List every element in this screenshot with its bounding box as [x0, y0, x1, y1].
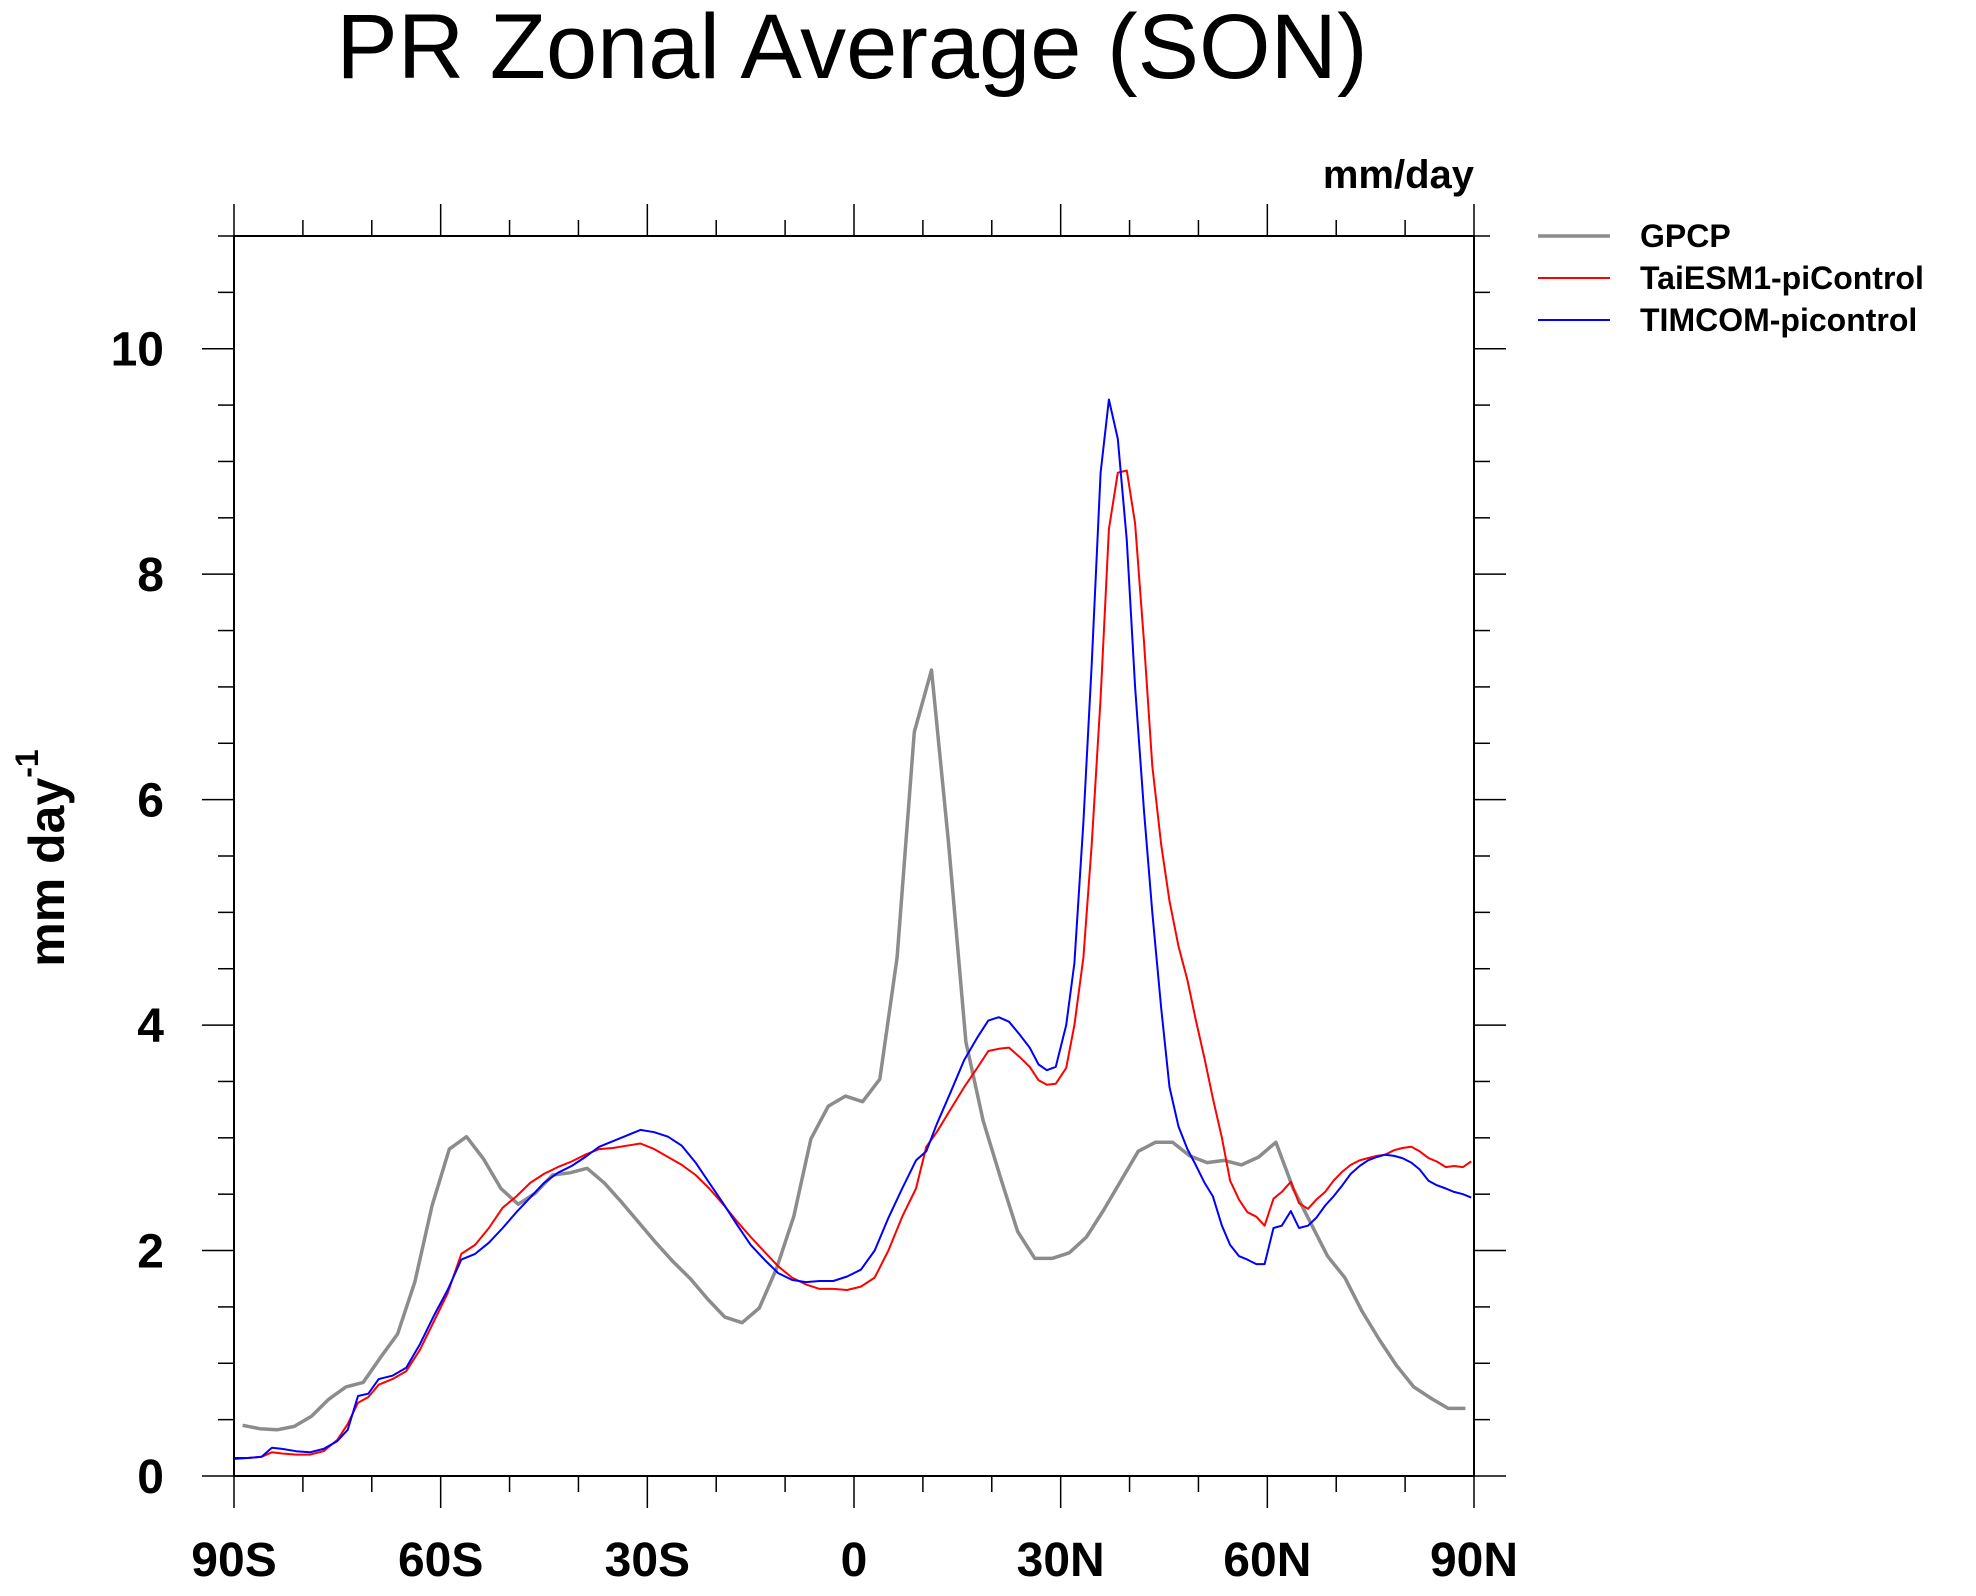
- units-label: mm/day: [1323, 153, 1475, 197]
- x-tick-label: 30N: [1017, 1534, 1105, 1587]
- y-tick-label: 2: [137, 1226, 164, 1279]
- y-tick-label: 4: [137, 1000, 164, 1053]
- legend: GPCP TaiESM1-piControl TIMCOM-picontrol: [1538, 218, 1924, 338]
- axis-ticks: [202, 204, 1506, 1508]
- y-tick-label: 0: [137, 1451, 164, 1504]
- series-layer: [233, 398, 1472, 1461]
- y-tick-label: 8: [137, 549, 164, 602]
- x-tick-label: 30S: [605, 1534, 690, 1587]
- series-line-timcom-picontrol: [234, 398, 1472, 1459]
- y-tick-label: 10: [111, 324, 164, 377]
- x-tick-label: 90S: [191, 1534, 276, 1587]
- y-axis-label-base: mm day: [19, 778, 75, 967]
- legend-entry-label: TIMCOM-picontrol: [1640, 302, 1917, 338]
- y-tick-label: 6: [137, 775, 164, 828]
- y-axis-label: mm day-1: [9, 749, 75, 966]
- x-tick-label: 60N: [1223, 1534, 1311, 1587]
- tick-labels: 90S 60S 30S 0 30N 60N 90N 0 2 4 6 8 10: [111, 324, 1518, 1587]
- x-tick-label: 60S: [398, 1534, 483, 1587]
- chart-title: PR Zonal Average (SON): [336, 0, 1367, 98]
- y-axis-label-exponent: -1: [9, 749, 45, 777]
- legend-entry-label: TaiESM1-piControl: [1640, 260, 1924, 296]
- x-tick-label: 0: [841, 1534, 868, 1587]
- legend-entry-label: GPCP: [1640, 218, 1731, 254]
- series-line-gpcp: [242, 668, 1466, 1432]
- plot-frame: [233, 235, 1475, 1477]
- x-tick-label: 90N: [1430, 1534, 1518, 1587]
- series-line-taiesm1-picontrol: [233, 469, 1472, 1461]
